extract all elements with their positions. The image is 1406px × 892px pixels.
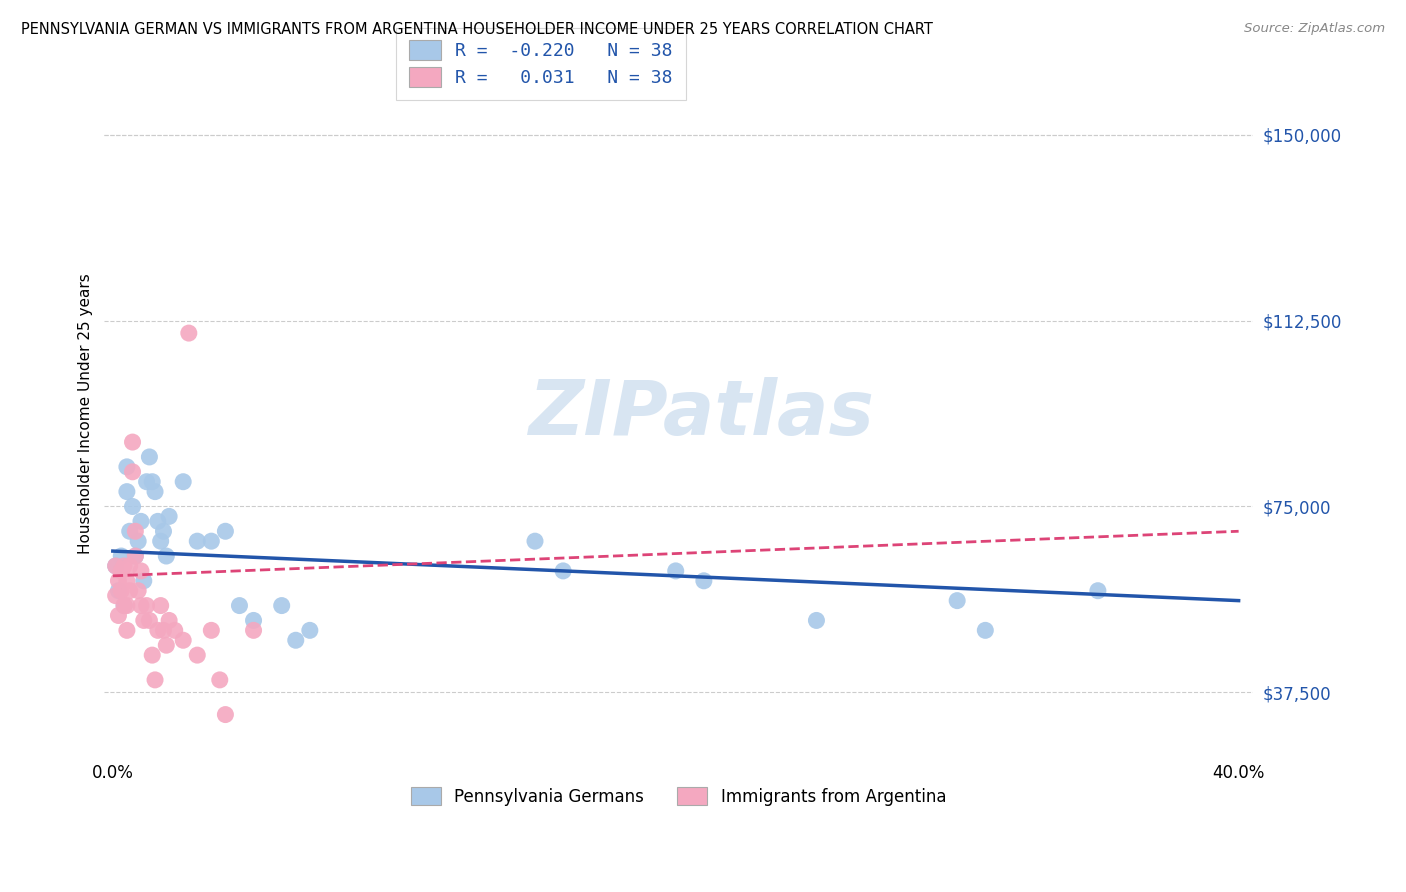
Point (135, 599, 157, 613)
Point (163, 624, 186, 638)
Point (172, 475, 194, 489)
Point (974, 624, 997, 638)
Point (107, 574, 129, 588)
Point (172, 633, 194, 648)
Point (121, 435, 143, 450)
Point (693, 574, 716, 588)
Point (200, 624, 222, 638)
Point (242, 614, 264, 628)
Point (242, 624, 264, 638)
Text: PENNSYLVANIA GERMAN VS IMMIGRANTS FROM ARGENTINA HOUSEHOLDER INCOME UNDER 25 YEA: PENNSYLVANIA GERMAN VS IMMIGRANTS FROM A… (21, 22, 934, 37)
Point (104, 558, 127, 573)
Point (115, 484, 138, 499)
Point (135, 475, 157, 489)
Point (110, 564, 132, 578)
Point (155, 549, 177, 563)
Point (121, 500, 143, 514)
Point (138, 450, 160, 464)
Point (132, 614, 155, 628)
Point (946, 593, 969, 607)
Point (118, 524, 141, 539)
Point (177, 326, 200, 340)
Point (155, 638, 177, 652)
Point (115, 459, 138, 474)
Point (110, 549, 132, 563)
Point (118, 583, 141, 598)
Point (118, 558, 141, 573)
Point (124, 524, 146, 539)
Point (107, 608, 129, 623)
Point (146, 624, 169, 638)
Point (132, 574, 155, 588)
Legend: Pennsylvania Germans, Immigrants from Argentina: Pennsylvania Germans, Immigrants from Ar… (402, 779, 955, 814)
Point (104, 589, 127, 603)
Point (228, 599, 250, 613)
Point (112, 558, 135, 573)
Point (141, 475, 163, 489)
Point (553, 564, 575, 578)
Point (129, 599, 152, 613)
Point (124, 549, 146, 563)
Point (146, 514, 169, 528)
Y-axis label: Householder Income Under 25 years: Householder Income Under 25 years (79, 273, 93, 554)
Point (214, 524, 236, 539)
Point (806, 614, 828, 628)
Point (524, 534, 547, 549)
Point (149, 599, 172, 613)
Point (127, 534, 149, 549)
Point (143, 673, 166, 687)
Point (124, 549, 146, 563)
Point (141, 648, 163, 662)
Point (270, 599, 292, 613)
Point (284, 633, 307, 648)
Point (107, 583, 129, 598)
Point (129, 514, 152, 528)
Point (1087, 583, 1109, 598)
Point (121, 465, 143, 479)
Point (129, 564, 152, 578)
Point (138, 614, 160, 628)
Point (665, 564, 688, 578)
Point (152, 624, 174, 638)
Point (298, 624, 321, 638)
Point (208, 673, 231, 687)
Point (115, 599, 138, 613)
Point (186, 648, 208, 662)
Point (152, 524, 174, 539)
Point (115, 624, 138, 638)
Point (157, 614, 180, 628)
Point (143, 484, 166, 499)
Point (112, 599, 135, 613)
Point (115, 574, 138, 588)
Point (110, 583, 132, 598)
Point (186, 534, 208, 549)
Point (200, 534, 222, 549)
Point (112, 599, 135, 613)
Point (157, 509, 180, 524)
Point (149, 534, 172, 549)
Point (104, 558, 127, 573)
Text: ZIPatlas: ZIPatlas (529, 376, 875, 450)
Point (127, 583, 149, 598)
Point (214, 707, 236, 722)
Text: Source: ZipAtlas.com: Source: ZipAtlas.com (1244, 22, 1385, 36)
